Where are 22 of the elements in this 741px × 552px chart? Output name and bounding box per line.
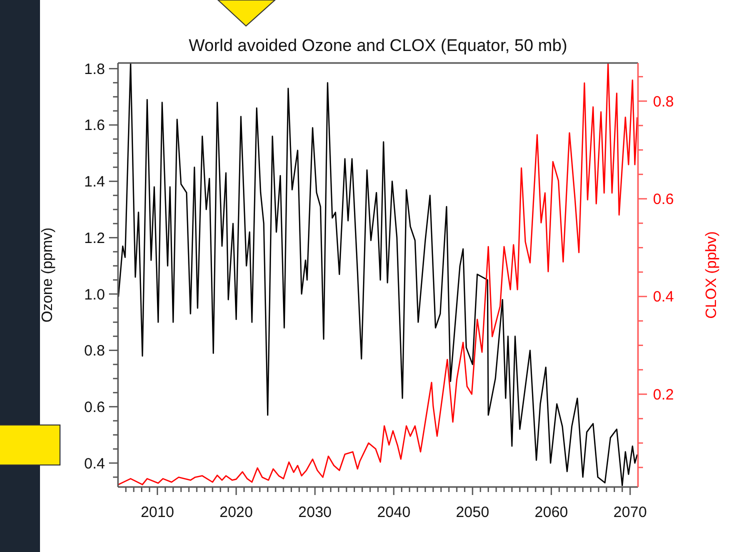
x-tick-label: 2050	[456, 504, 490, 521]
y-tick-label: 1.4	[84, 174, 105, 191]
x-tick-label: 2010	[140, 504, 174, 521]
y-tick-label: 1.8	[84, 60, 105, 78]
y2-tick-label: 0.8	[653, 93, 674, 110]
y-tick-label: 1.2	[84, 230, 105, 247]
y-tick-label: 0.8	[84, 342, 105, 360]
y2-tick-label: 0.4	[653, 288, 674, 306]
y-tick-label: 1.6	[84, 117, 105, 134]
y-tick-label: 0.4	[84, 455, 105, 472]
x-tick-label: 2030	[298, 504, 332, 521]
y-tick-label: 0.6	[84, 398, 105, 416]
x-tick-label: 2040	[377, 504, 410, 521]
y2-axis-title: CLOX (ppbv)	[703, 231, 720, 319]
y-axis-title: Ozone (ppmv)	[39, 227, 56, 323]
y2-tick-label: 0.2	[653, 386, 674, 404]
x-tick-label: 2020	[219, 504, 253, 521]
x-tick-label: 2070	[613, 504, 647, 521]
y-tick-label: 1.0	[84, 286, 105, 304]
y2-tick-label: 0.6	[653, 191, 674, 208]
chart-title: World avoided Ozone and CLOX (Equator, 50 mb)	[188, 36, 568, 55]
x-tick-label: 2060	[534, 504, 568, 521]
